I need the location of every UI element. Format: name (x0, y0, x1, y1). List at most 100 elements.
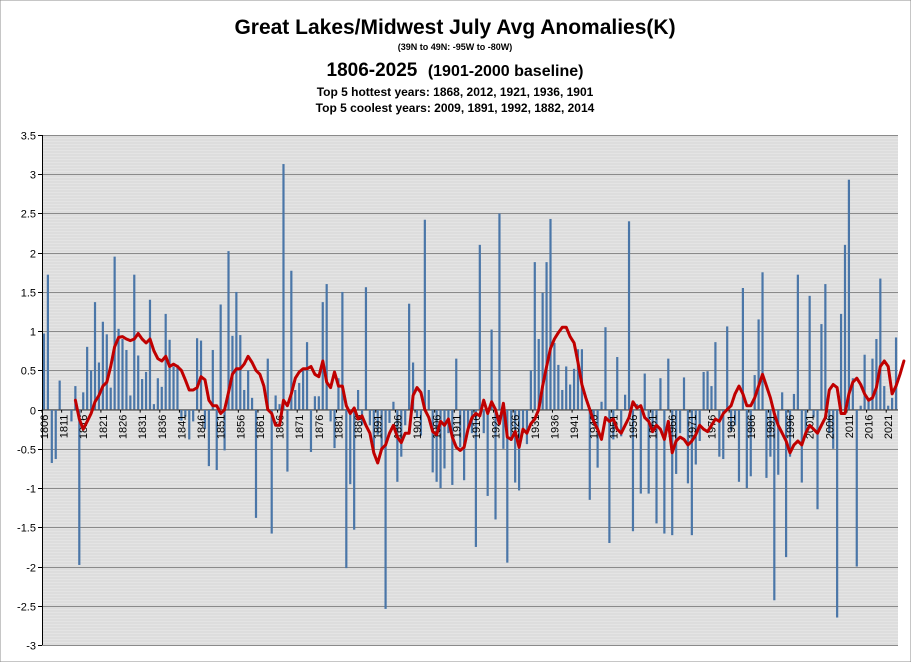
bar-1834 (152, 404, 156, 410)
bar-1989 (761, 272, 764, 410)
bar-1945 (588, 409, 591, 500)
bar-1859 (250, 397, 254, 410)
x-tick-label: 2011 (844, 415, 856, 439)
bar-1832 (144, 371, 148, 410)
bar-1914 (466, 409, 470, 430)
x-axis-tick-labels: 1806 1811 1816 1821 1826 1831 1836 1841 1846 1851… (39, 409, 898, 439)
bar-1930 (529, 370, 532, 410)
bar-1864 (270, 409, 273, 534)
y-tick-label: -0.5 (17, 445, 36, 457)
bar-1980 (726, 326, 729, 410)
bar-1892 (380, 409, 383, 449)
bar-1855 (235, 291, 238, 410)
bar-1809 (54, 409, 57, 460)
bar-1976 (710, 386, 713, 410)
bar-1958 (639, 409, 642, 494)
x-tick-label: 1826 (117, 415, 129, 439)
bar-1964 (663, 409, 666, 534)
bar-1940 (569, 384, 572, 410)
bar-1919 (486, 409, 489, 496)
y-tick-label: -2 (26, 563, 36, 575)
bar-1897 (400, 409, 403, 457)
bar-1975 (706, 371, 709, 410)
bar-2022 (891, 397, 894, 410)
smoothed-anomaly-line (73, 325, 906, 465)
bar-1895 (392, 401, 395, 410)
bar-1815 (78, 409, 81, 565)
bar-1959 (643, 373, 646, 410)
bar-1961 (651, 409, 654, 434)
bar-1819 (93, 302, 97, 410)
bar-1941 (572, 368, 576, 410)
bar-1813 (70, 409, 73, 422)
bar-1929 (525, 409, 529, 445)
bar-1987 (753, 375, 756, 410)
bar-1932 (537, 339, 540, 410)
bar-1935 (549, 218, 552, 410)
bar-1981 (730, 409, 733, 431)
bar-1963 (659, 378, 662, 410)
bar-1925 (510, 409, 513, 441)
bar-1996 (788, 409, 792, 457)
x-tick-label: 1991 (765, 415, 777, 439)
bar-2003 (816, 409, 819, 510)
bar-1843 (188, 409, 191, 440)
bar-1956 (631, 409, 635, 532)
bar-1835 (156, 378, 159, 410)
bar-1814 (74, 386, 77, 410)
bar-1974 (702, 371, 705, 410)
bar-1868 (286, 409, 289, 472)
y-tick-label: 2 (30, 249, 36, 261)
x-tick-label: 2021 (883, 415, 895, 439)
y-tick-label: -1.5 (17, 523, 36, 535)
bar-1806 (42, 333, 46, 410)
bar-1992 (773, 409, 776, 601)
chart-period-years: 1806-2025 (327, 60, 418, 81)
bar-1844 (192, 409, 195, 422)
bar-1874 (309, 409, 313, 452)
bar-1998 (796, 274, 799, 410)
x-tick-label: 2006 (824, 415, 836, 439)
chart-subtitle: (39N to 49N: -95W to -80W) (398, 42, 513, 52)
bar-1898 (404, 409, 407, 426)
bar-1978 (718, 409, 721, 457)
bar-2011 (847, 179, 851, 410)
bar-1928 (521, 409, 525, 434)
bar-1920 (490, 329, 493, 410)
bar-1846 (199, 340, 203, 410)
bar-1917 (478, 244, 481, 410)
x-tick-label: 1886 (353, 415, 365, 439)
bar-1901 (415, 409, 419, 418)
y-tick-label: 3.5 (21, 131, 36, 143)
chart-coolest-years: Top 5 coolest years: 2009, 1891, 1992, 1… (316, 101, 595, 115)
bar-1870 (294, 390, 297, 410)
bar-1907 (439, 409, 442, 489)
bar-1985 (745, 409, 748, 489)
bar-1881 (337, 378, 340, 410)
bar-1982 (733, 409, 737, 426)
bar-1871 (298, 382, 301, 410)
bar-1851 (219, 304, 222, 410)
bar-1853 (227, 251, 230, 410)
bar-1823 (109, 387, 112, 410)
bar-2016 (867, 399, 870, 410)
bar-1825 (117, 328, 120, 410)
x-tick-label: 1806 (39, 415, 51, 439)
bar-1839 (172, 366, 175, 410)
bar-2021 (887, 405, 890, 410)
bar-2005 (824, 284, 827, 410)
bar-1994 (781, 392, 784, 410)
bar-1827 (125, 349, 128, 410)
bar-1884 (349, 409, 352, 485)
bar-1918 (482, 409, 485, 434)
bar-1826 (121, 339, 124, 410)
chart-title: Great Lakes/Midwest July Avg Anomalies(K… (234, 16, 675, 39)
bar-1831 (141, 379, 144, 410)
y-tick-label: 0 (30, 406, 36, 418)
bar-1983 (737, 409, 741, 482)
bar-1950 (608, 409, 611, 543)
bar-1850 (215, 409, 218, 471)
bar-1852 (223, 409, 226, 451)
bar-1888 (364, 287, 368, 410)
